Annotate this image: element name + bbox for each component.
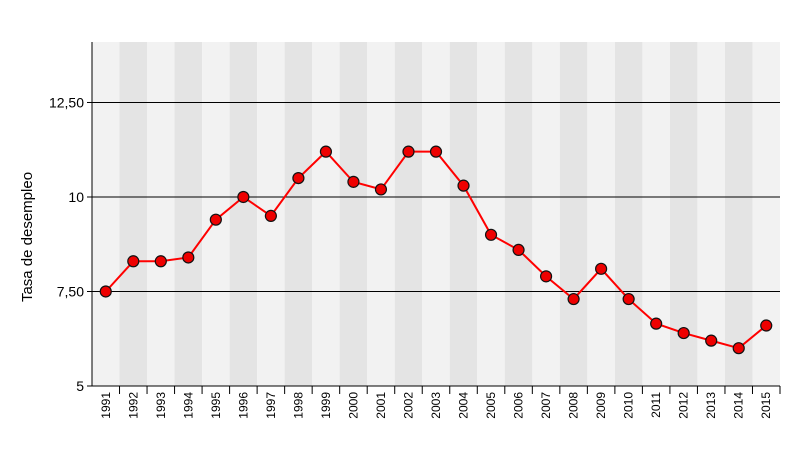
data-point <box>182 251 195 264</box>
y-tick-label: 12,50 <box>49 94 84 110</box>
x-tick-label: 1993 <box>154 392 168 419</box>
data-point <box>264 209 277 222</box>
column-band <box>532 42 560 386</box>
x-tick-label: 1999 <box>319 392 333 419</box>
x-tick-label: 2012 <box>677 392 691 419</box>
data-point <box>457 179 470 192</box>
data-point <box>209 213 222 226</box>
data-point <box>429 145 443 158</box>
data-point <box>154 255 167 268</box>
data-point <box>127 255 140 268</box>
data-point <box>347 175 360 188</box>
data-point <box>539 270 553 283</box>
column-band <box>614 42 643 386</box>
column-band <box>697 42 725 386</box>
data-point <box>484 228 498 241</box>
data-point <box>650 317 663 330</box>
column-band <box>422 42 450 386</box>
x-tick-label: 1995 <box>209 392 223 419</box>
data-point <box>732 342 745 355</box>
x-tick-label: 1996 <box>236 392 250 419</box>
y-tick-label: 7,50 <box>57 283 84 299</box>
x-tick-label: 2006 <box>512 392 526 419</box>
data-point <box>99 285 112 298</box>
x-tick-label: 1998 <box>291 392 305 419</box>
column-band <box>229 42 258 386</box>
y-tick-label: 5 <box>76 378 84 394</box>
column-band <box>147 42 175 386</box>
column-band <box>339 42 368 386</box>
column-band <box>312 42 340 386</box>
data-point <box>402 145 415 158</box>
x-tick-label: 1992 <box>126 392 140 419</box>
x-tick-label: 2005 <box>484 392 498 419</box>
gridlines <box>92 101 780 292</box>
x-axis-ticks: 1991 1992 1993 1994 1995 1996 1997 1998 1999 2000… <box>99 386 781 419</box>
data-point <box>705 334 718 347</box>
x-tick-label: 2011 <box>649 392 663 418</box>
data-point <box>292 171 305 185</box>
column-band <box>587 42 615 386</box>
series-layer <box>99 145 773 355</box>
x-tick-label: 2010 <box>622 392 636 419</box>
x-tick-label: 1991 <box>99 392 113 419</box>
column-band <box>449 42 478 386</box>
data-point <box>512 243 525 257</box>
column-band <box>394 42 423 386</box>
x-tick-label: 2009 <box>594 392 608 419</box>
data-point <box>677 326 690 340</box>
x-tick-label: 2000 <box>346 392 360 419</box>
column-band <box>119 42 148 386</box>
data-point <box>319 145 333 158</box>
y-tick-label: 10 <box>68 189 84 205</box>
data-point <box>237 190 250 204</box>
x-tick-label: 2003 <box>429 392 443 419</box>
column-band <box>724 42 753 386</box>
axes <box>91 42 780 387</box>
data-point <box>622 292 635 306</box>
y-axis-ticks: 5 7,50 10 12,50 <box>49 94 92 394</box>
x-tick-label: 1997 <box>264 392 278 419</box>
column-band <box>477 42 505 386</box>
x-tick-label: 2002 <box>401 392 415 419</box>
x-tick-label: 2013 <box>704 392 718 419</box>
column-bands <box>92 42 780 386</box>
column-band <box>284 42 313 386</box>
column-band <box>504 42 533 386</box>
x-tick-label: 2008 <box>567 392 581 419</box>
y-axis-label: Tasa de desempleo <box>19 172 36 302</box>
data-point <box>595 262 608 275</box>
x-tick-label: 2001 <box>374 392 388 419</box>
column-band <box>174 42 203 386</box>
column-band <box>559 42 588 386</box>
x-tick-label: 2015 <box>759 392 773 419</box>
column-band <box>642 42 670 386</box>
x-tick-label: 2014 <box>732 392 746 419</box>
x-tick-label: 2004 <box>457 392 471 419</box>
x-tick-label: 2007 <box>539 392 553 419</box>
data-point <box>374 183 388 196</box>
x-tick-label: 1994 <box>181 392 195 419</box>
column-band <box>92 42 120 386</box>
data-point <box>760 319 773 332</box>
data-point <box>567 292 580 306</box>
column-band <box>367 42 395 386</box>
